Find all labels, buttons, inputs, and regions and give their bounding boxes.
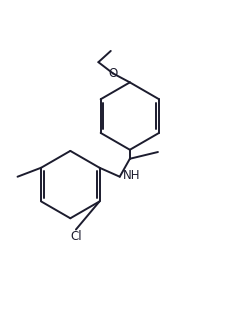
Text: O: O: [108, 67, 117, 80]
Text: Cl: Cl: [70, 230, 81, 243]
Text: NH: NH: [122, 169, 140, 182]
